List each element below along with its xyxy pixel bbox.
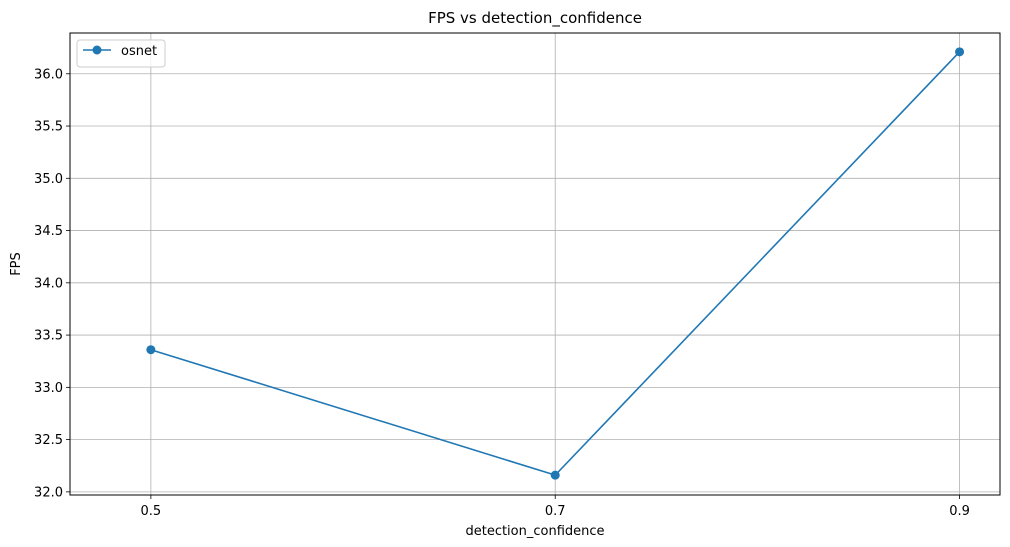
y-tick-label: 35.5 <box>34 120 63 135</box>
y-tick-label: 32.5 <box>34 433 63 448</box>
x-axis-label: detection_confidence <box>465 524 604 539</box>
y-axis-label: FPS <box>9 252 24 276</box>
y-axis-ticks: 32.0 32.5 33.0 33.5 34.0 34.5 35.0 35.5 36.0 <box>34 67 70 500</box>
y-tick-label: 36.0 <box>34 67 63 82</box>
y-tick-label: 35.0 <box>34 172 63 187</box>
legend: osnet <box>76 39 166 68</box>
y-tick-label: 34.5 <box>34 224 63 239</box>
plot-area-frame <box>69 32 1001 496</box>
x-tick-label: 0.9 <box>949 504 970 519</box>
legend-label: osnet <box>121 44 157 59</box>
data-point <box>550 470 560 480</box>
x-tick-label: 0.7 <box>545 504 566 519</box>
y-tick-label: 33.0 <box>34 381 63 396</box>
x-axis-ticks: 0.5 0.7 0.9 <box>141 495 970 519</box>
data-series <box>146 47 965 480</box>
grid-lines <box>70 33 1000 495</box>
chart-title: FPS vs detection_confidence <box>428 9 642 28</box>
legend-marker <box>92 45 102 55</box>
y-tick-label: 32.0 <box>34 485 63 500</box>
data-point <box>955 47 965 57</box>
y-tick-label: 34.0 <box>34 276 63 291</box>
x-tick-label: 0.5 <box>141 504 162 519</box>
y-tick-label: 33.5 <box>34 329 63 344</box>
data-point <box>146 345 156 355</box>
